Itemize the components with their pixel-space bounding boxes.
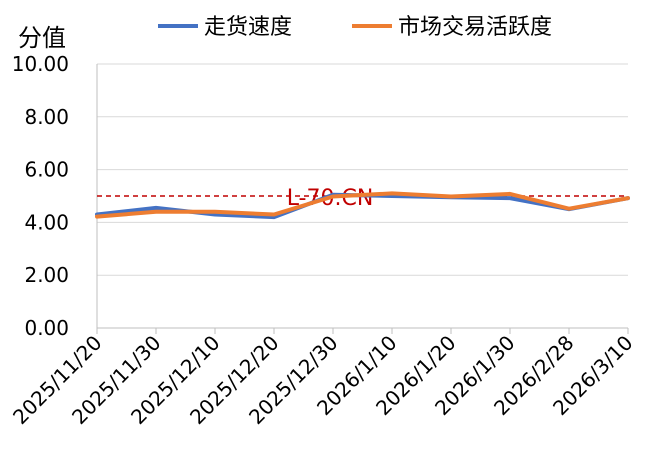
axis-layer: 0.002.004.006.008.0010.002025/11/202025/… [8, 52, 637, 429]
y-tick-label: 2.00 [24, 263, 69, 287]
legend: 走货速度 市场交易活跃度 [158, 15, 552, 40]
legend-label-0: 走货速度 [204, 15, 292, 40]
y-axis-title: 分值 [18, 24, 66, 52]
y-tick-label: 0.00 [24, 316, 69, 340]
y-tick-label: 8.00 [24, 105, 69, 129]
y-tick-label: 6.00 [24, 158, 69, 182]
y-tick-label: 4.00 [24, 210, 69, 234]
grid-layer [97, 64, 628, 275]
y-tick-label: 10.00 [12, 52, 69, 76]
legend-label-1: 市场交易活跃度 [398, 15, 552, 40]
